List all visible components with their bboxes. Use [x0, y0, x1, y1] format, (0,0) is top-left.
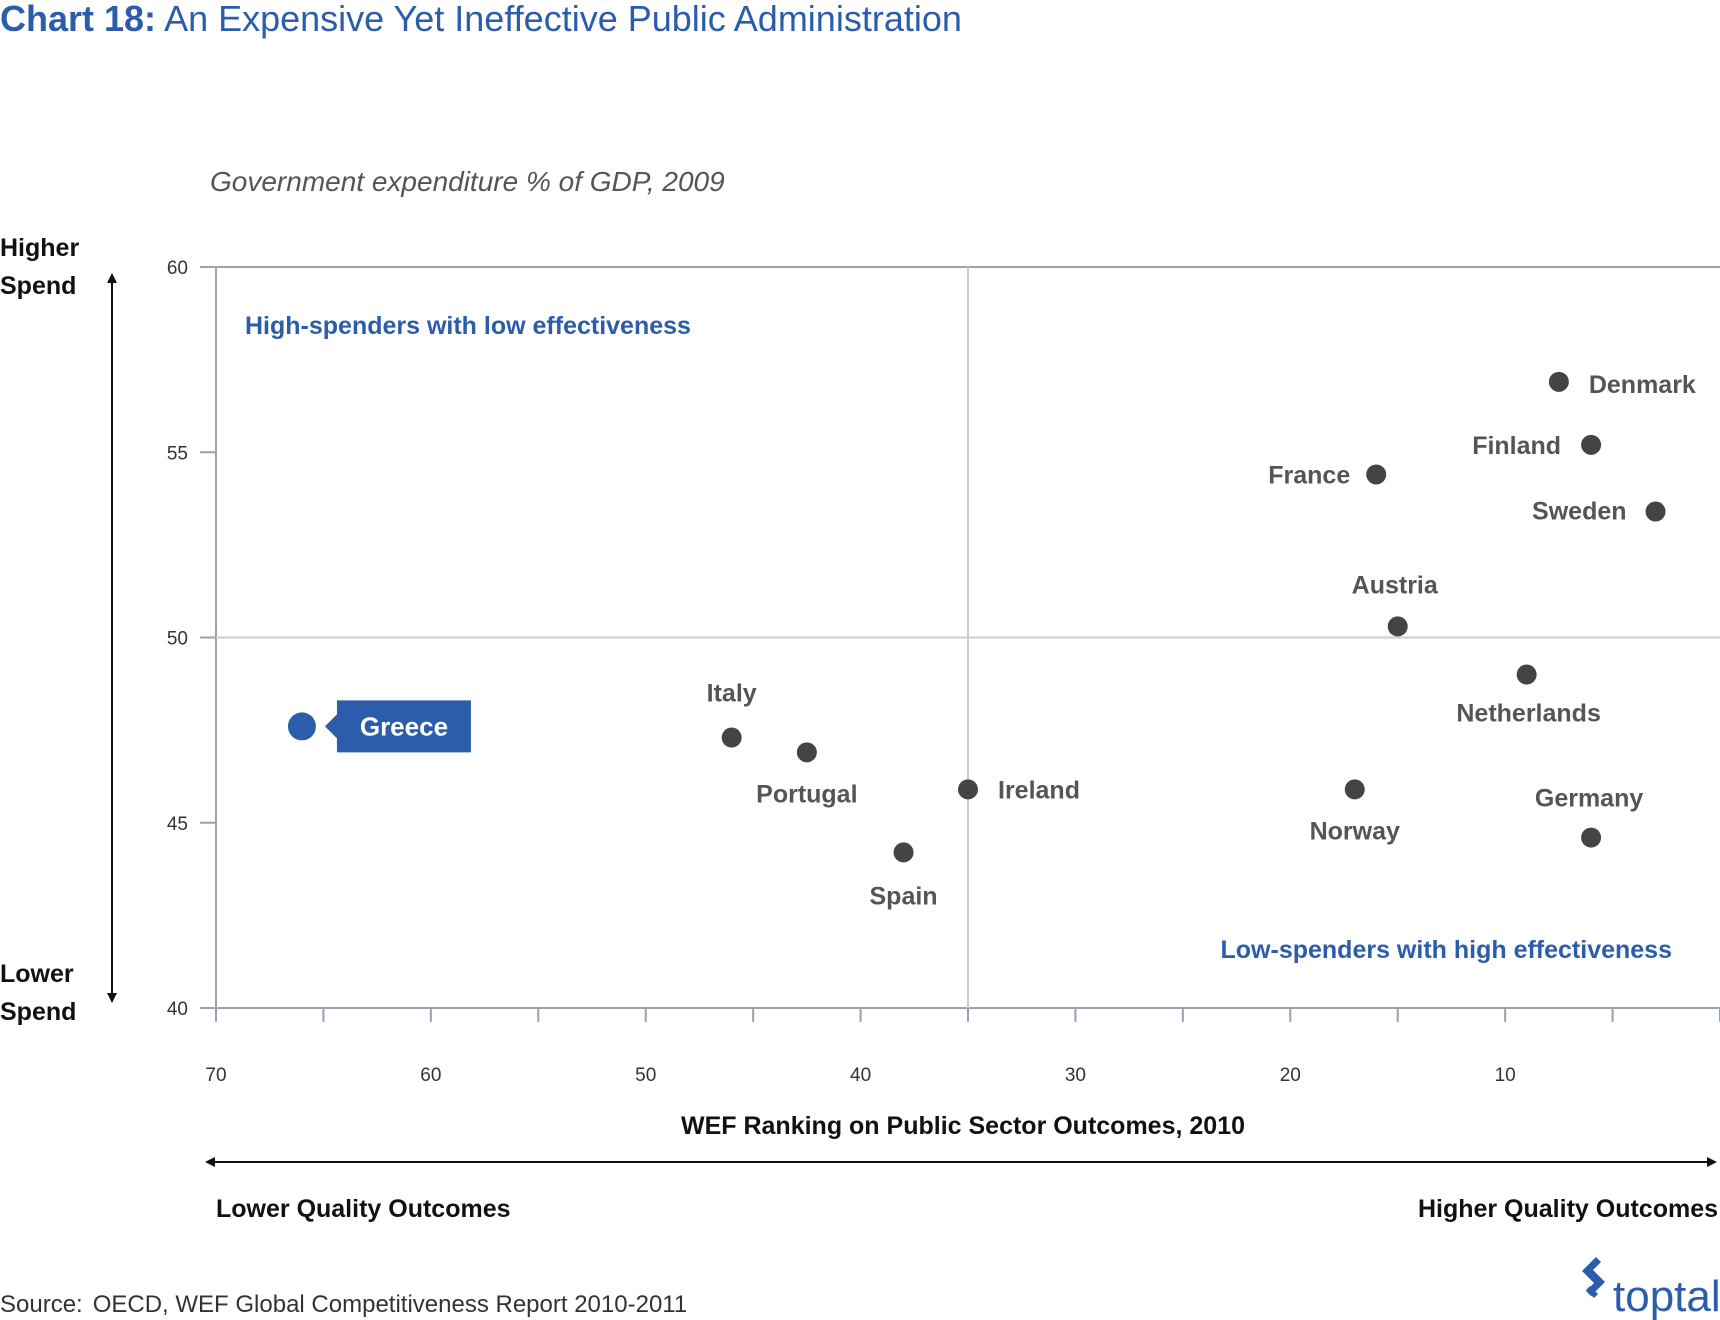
x-direction-right-label: Higher Quality Outcomes	[1418, 1195, 1718, 1223]
x-direction-left-label: Lower Quality Outcomes	[216, 1195, 511, 1223]
x-tick-label: 50	[635, 1065, 656, 1086]
point-label-finland: Finland	[1472, 432, 1561, 460]
x-tick-label: 20	[1280, 1065, 1301, 1086]
point-label-greece: Greece	[360, 711, 448, 741]
x-axis-label: WEF Ranking on Public Sector Outcomes, 2…	[681, 1112, 1245, 1140]
x-tick-label: 10	[1495, 1065, 1516, 1086]
point-austria	[1387, 616, 1408, 637]
source-note: Source: OECD, WEF Global Competitiveness …	[0, 1291, 687, 1318]
point-label-netherlands: Netherlands	[1456, 700, 1600, 728]
point-finland	[1581, 434, 1602, 455]
x-tick-label: 40	[850, 1065, 871, 1086]
point-greece	[287, 712, 316, 741]
point-label-sweden: Sweden	[1532, 498, 1626, 526]
y-tick-label: 50	[167, 629, 188, 650]
y-tick-label: 45	[167, 814, 188, 835]
point-norway	[1344, 779, 1365, 800]
point-label-denmark: Denmark	[1589, 371, 1696, 399]
point-label-germany: Germany	[1535, 785, 1643, 813]
point-portugal	[796, 742, 817, 763]
point-label-ireland: Ireland	[998, 776, 1080, 804]
point-france	[1366, 464, 1387, 485]
y-tick-label: 60	[167, 258, 188, 279]
y-tick-label: 40	[167, 999, 188, 1020]
y-direction-bottom-label: Lower Spend	[0, 960, 76, 1026]
point-label-austria: Austria	[1352, 571, 1439, 599]
point-ireland	[958, 779, 978, 800]
x-tick-label: 70	[205, 1065, 226, 1086]
point-label-spain: Spain	[870, 882, 938, 910]
point-label-france: France	[1268, 461, 1350, 489]
toptal-logo-text: toptal	[1613, 1272, 1720, 1320]
point-label-norway: Norway	[1310, 817, 1400, 845]
y-axis-ticks: 60 55 50 45 40	[167, 258, 216, 1020]
quadrant-label-bottom-right: Low-spenders with high effectiveness	[1221, 936, 1672, 964]
x-tick-label: 30	[1065, 1065, 1086, 1086]
point-label-portugal: Portugal	[756, 780, 857, 808]
point-germany	[1581, 827, 1602, 848]
point-callout-greece	[324, 700, 471, 753]
point-netherlands	[1516, 664, 1537, 685]
quadrant-label-top-left: High-spenders with low effectiveness	[245, 312, 691, 340]
x-tick-label: 60	[420, 1065, 441, 1086]
x-axis-ticks: 70 60 50 40 30 20 10	[205, 1008, 1720, 1086]
scatter-points: Greece Italy Portugal Ireland Spain France Aus…	[287, 371, 1696, 910]
point-spain	[893, 842, 914, 863]
point-label-italy: Italy	[707, 680, 757, 708]
y-axis-label: Government expenditure % of GDP, 2009	[210, 166, 725, 197]
toptal-logo-icon	[1582, 1257, 1605, 1298]
toptal-logo: toptal	[1582, 1257, 1720, 1320]
y-direction-top-label: Higher Spend	[0, 234, 79, 300]
y-tick-label: 55	[167, 443, 188, 464]
point-italy	[721, 727, 742, 748]
point-sweden	[1645, 501, 1666, 522]
point-denmark	[1548, 371, 1569, 392]
chart-title: Chart 18: An Expensive Yet Ineffective P…	[0, 0, 962, 39]
